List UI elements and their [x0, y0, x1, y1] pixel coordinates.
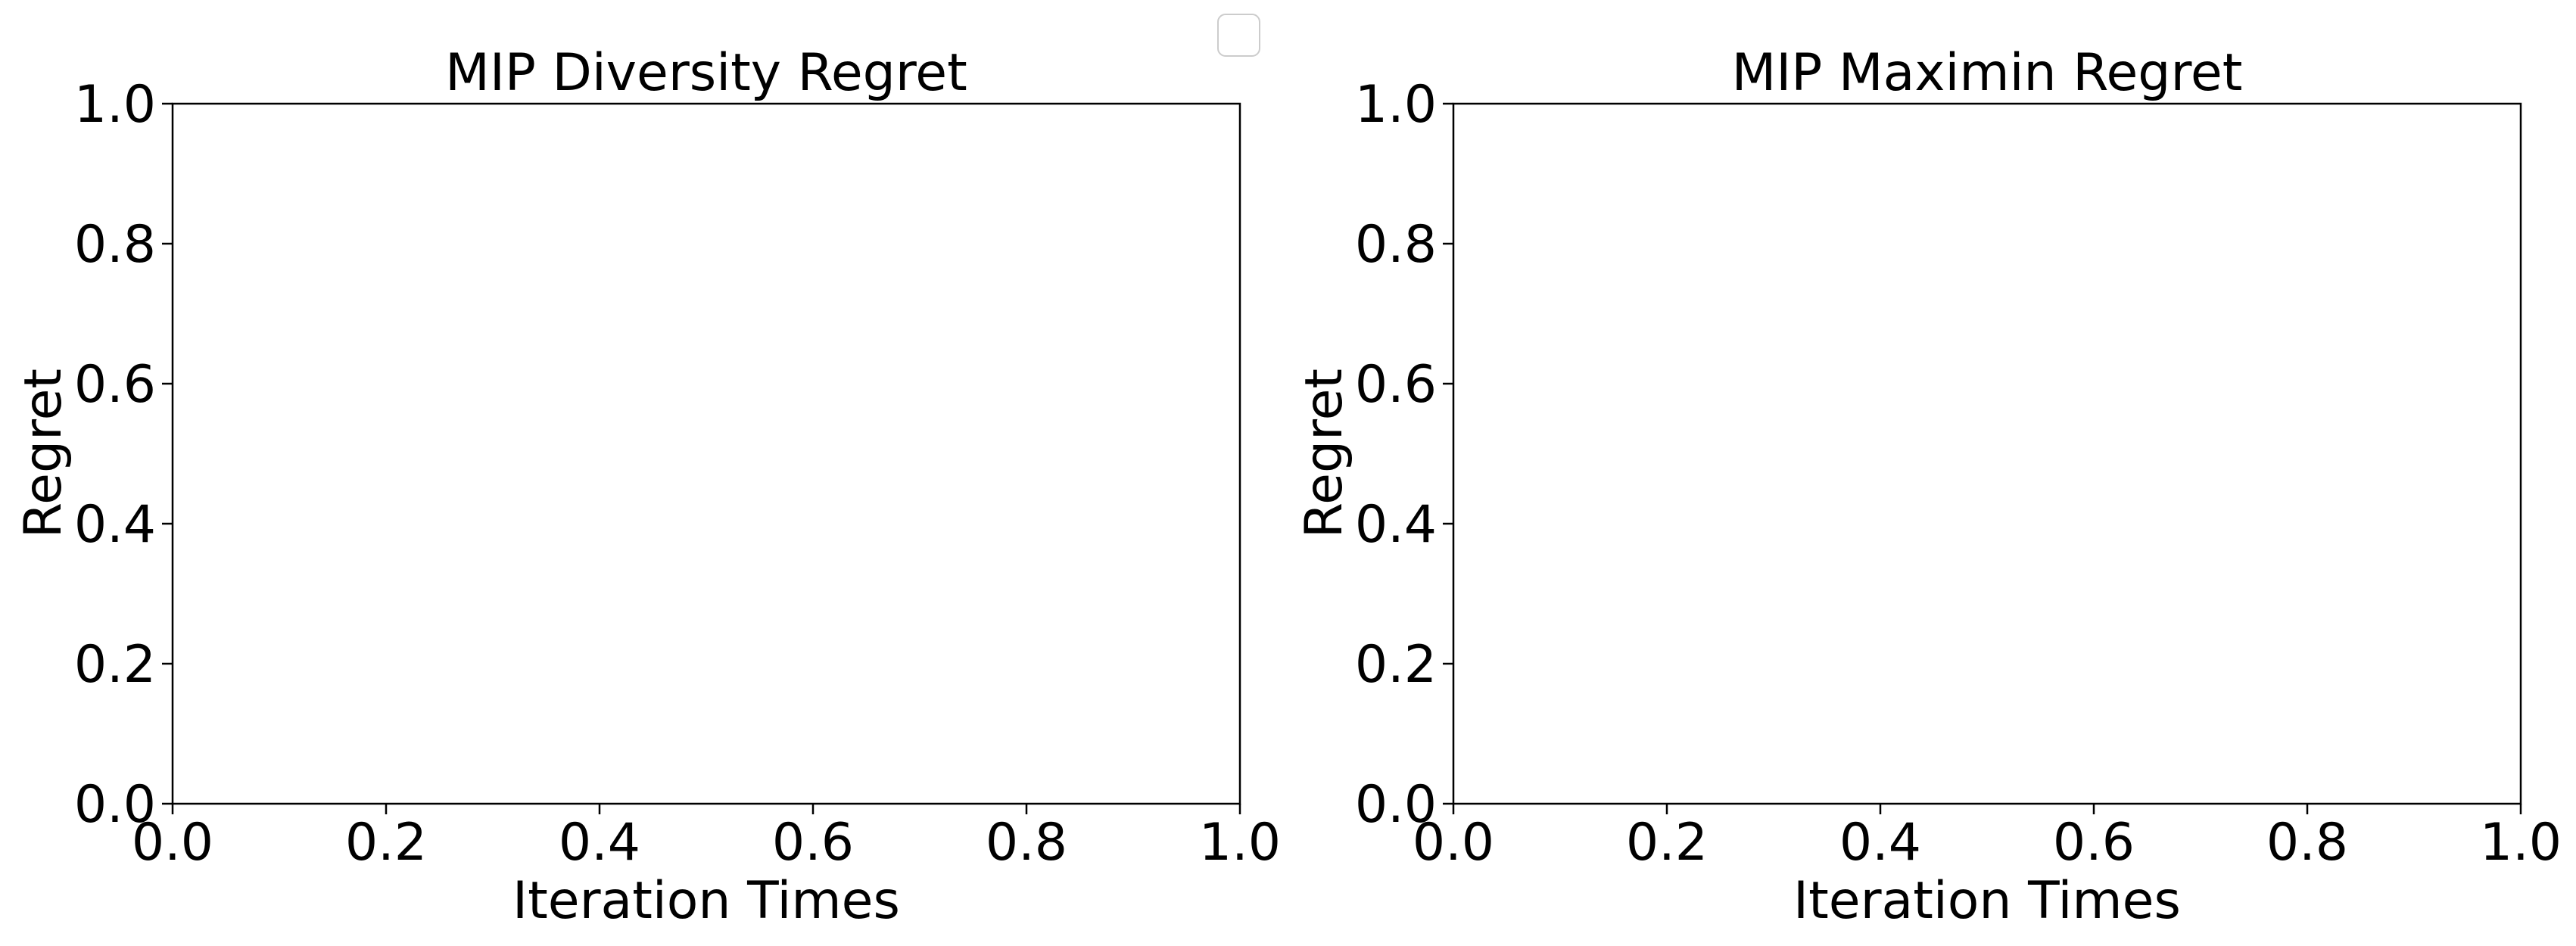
y-axis-label: Regret [1294, 369, 1354, 538]
legend-box [1217, 14, 1260, 57]
x-tick-label: 1.0 [1199, 813, 1281, 873]
y-tick-label: 0.6 [74, 355, 156, 415]
y-tick-label: 0.2 [1355, 635, 1437, 695]
y-axis: 0.0 0.2 0.4 0.6 0.8 1.0 [1355, 75, 1453, 835]
plot-area [171, 102, 1241, 805]
y-tick-label: 0.0 [1355, 775, 1437, 835]
y-tick-label: 1.0 [74, 75, 156, 135]
x-tick-label: 0.0 [132, 813, 213, 873]
y-tick-label: 0.8 [74, 215, 156, 275]
chart-title: MIP Diversity Regret [445, 43, 967, 103]
x-tick-label: 0.4 [559, 813, 640, 873]
x-tick-label: 0.8 [986, 813, 1067, 873]
x-tick-label: 0.2 [345, 813, 427, 873]
x-axis-label: Iteration Times [1793, 871, 2181, 931]
y-axis: 0.0 0.2 0.4 0.6 0.8 1.0 [74, 75, 173, 835]
x-tick-label: 1.0 [2480, 813, 2562, 873]
x-tick-label: 0.8 [2266, 813, 2348, 873]
x-tick-label: 0.4 [1839, 813, 1921, 873]
x-axis-label: Iteration Times [512, 871, 900, 931]
y-tick-label: 0.2 [74, 635, 156, 695]
y-tick-label: 0.6 [1355, 355, 1437, 415]
subplot-diversity-regret: MIP Diversity Regret 0.0 0.2 0.4 0.6 0.8 1.0 … [14, 43, 1281, 931]
y-tick-label: 0.0 [74, 775, 156, 835]
y-axis-label: Regret [14, 369, 73, 538]
y-tick-label: 0.8 [1355, 215, 1437, 275]
x-axis: 0.0 0.2 0.4 0.6 0.8 1.0 [1413, 804, 2562, 873]
x-tick-label: 0.2 [1626, 813, 1708, 873]
y-tick-label: 0.4 [1355, 495, 1437, 555]
plot-area [1452, 102, 2522, 805]
x-tick-label: 0.0 [1413, 813, 1494, 873]
x-tick-label: 0.6 [2053, 813, 2135, 873]
x-axis: 0.0 0.2 0.4 0.6 0.8 1.0 [132, 804, 1281, 873]
y-tick-label: 0.4 [74, 495, 156, 555]
subplot-maximin-regret: MIP Maximin Regret 0.0 0.2 0.4 0.6 0.8 1.0 0.… [1294, 43, 2562, 931]
x-tick-label: 0.6 [772, 813, 854, 873]
chart-title: MIP Maximin Regret [1732, 43, 2243, 103]
y-tick-label: 1.0 [1355, 75, 1437, 135]
